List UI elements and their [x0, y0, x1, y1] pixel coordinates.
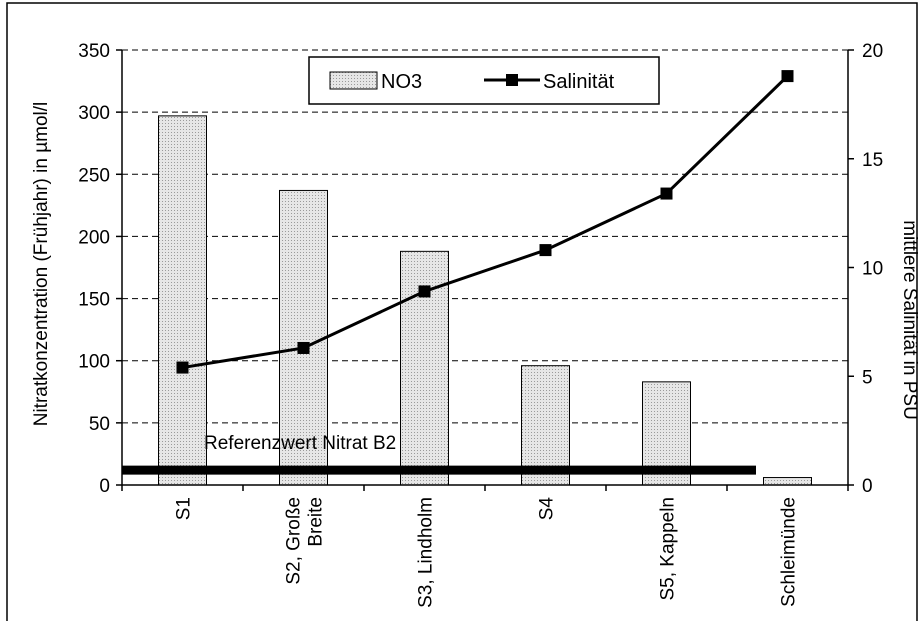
line-marker [418, 285, 431, 298]
bar [521, 365, 570, 486]
bar [158, 115, 207, 486]
y-tick-label: 200 [78, 227, 110, 248]
bar-series [158, 115, 812, 486]
line-marker [781, 70, 794, 83]
bar [763, 477, 812, 486]
y2-tick-label: 0 [862, 476, 873, 497]
x-tick-label: S1 [174, 497, 195, 520]
grid-lines [122, 49, 848, 424]
y-tick-label: 50 [89, 414, 110, 435]
line-marker [539, 244, 552, 257]
x-tick-label: S4 [537, 497, 558, 521]
y-tick-label: 250 [78, 165, 110, 186]
legend-bar-swatch [329, 71, 378, 90]
x-tick-label: S3, Lindholm [416, 497, 437, 608]
x-tick-label: S5, Kappeln [658, 497, 679, 601]
y-tick-label: 350 [78, 41, 110, 62]
bar [279, 189, 328, 486]
salinity-line [182, 75, 789, 370]
legend-label: Salinität [543, 71, 615, 93]
y-axis-label: Nitratkonzentration (Frühjahr) in µmol/l [31, 102, 52, 427]
y2-axis-label: mittlere Salinität in PSU [899, 220, 920, 420]
x-tick-label: Breite [306, 497, 327, 547]
line-marker [297, 341, 310, 354]
y2-tick-label: 15 [862, 150, 883, 171]
legend: NO3 Salinität [308, 56, 660, 105]
y2-tick-label: 20 [862, 41, 883, 62]
reference-line-group: Referenzwert Nitrat B2 [122, 433, 756, 475]
reference-line-label: Referenzwert Nitrat B2 [204, 433, 396, 454]
y2-tick-label: 10 [862, 259, 883, 280]
line-series [176, 70, 794, 374]
axes: 0 50 100 150 200 250 300 350 0 5 10 15 20 S1 S2, Große… [78, 41, 883, 608]
line-marker [176, 361, 189, 374]
legend-line-marker [506, 74, 518, 86]
y-tick-label: 300 [78, 103, 110, 124]
y2-tick-label: 5 [862, 367, 873, 388]
legend-label: NO3 [381, 71, 422, 93]
y-tick-label: 0 [99, 476, 110, 497]
y-tick-label: 150 [78, 290, 110, 311]
x-tick-label: S2, Große [284, 497, 305, 585]
y-tick-label: 100 [78, 352, 110, 373]
x-tick-label: Schleimünde [779, 497, 800, 607]
line-marker [660, 187, 673, 200]
